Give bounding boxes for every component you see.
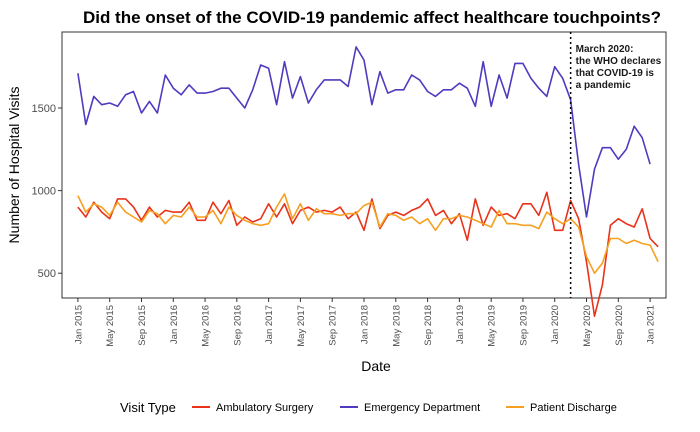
y-tick-label: 500: [38, 268, 56, 280]
x-tick-label: Jan 2020: [550, 305, 561, 344]
annotation-line: that COVID-19 is: [576, 68, 655, 79]
legend-label-patient-discharge: Patient Discharge: [530, 402, 617, 414]
series-line-ambulatory-surgery: [77, 191, 659, 318]
x-tick-label: May 2017: [296, 305, 307, 347]
x-tick-label: May 2015: [105, 305, 116, 347]
annotation-line: a pandemic: [576, 80, 631, 91]
x-axis-label: Date: [361, 358, 391, 374]
x-axis: Jan 2015 May 2015 Sep 2015 Jan 2016 May 2016…: [73, 298, 657, 347]
series-line-patient-discharge: [77, 193, 659, 275]
y-tick-label: 1500: [32, 103, 56, 115]
x-tick-label: May 2018: [391, 305, 402, 347]
x-tick-label: Jan 2016: [169, 305, 180, 344]
series-line-emergency-department: [77, 46, 651, 218]
x-tick-label: Jan 2019: [455, 305, 466, 344]
x-tick-label: Sep 2015: [137, 305, 148, 346]
legend-title: Visit Type: [120, 400, 176, 415]
annotation-line: March 2020:: [576, 44, 634, 55]
x-tick-label: Jan 2021: [646, 305, 657, 344]
series-lines: [77, 46, 659, 318]
x-tick-label: Sep 2017: [328, 305, 339, 346]
legend: Visit Type Ambulatory Surgery Emergency D…: [120, 400, 617, 415]
plot-panel: [61, 31, 667, 299]
legend-label-emergency-department: Emergency Department: [364, 402, 480, 414]
x-tick-label: Sep 2020: [614, 305, 625, 346]
legend-label-ambulatory-surgery: Ambulatory Surgery: [216, 402, 314, 414]
x-tick-label: Jan 2018: [360, 305, 371, 344]
chart-title: Did the onset of the COVID-19 pandemic a…: [83, 8, 661, 27]
x-tick-label: May 2020: [582, 305, 593, 347]
x-tick-label: May 2019: [487, 305, 498, 347]
x-tick-label: Sep 2019: [518, 305, 529, 346]
x-tick-label: May 2016: [201, 305, 212, 347]
x-tick-label: Jan 2017: [264, 305, 275, 344]
x-tick-label: Sep 2018: [423, 305, 434, 346]
x-tick-label: Jan 2015: [73, 305, 84, 344]
y-tick-label: 1000: [32, 186, 56, 198]
y-axis: 500 1000 1500: [32, 103, 62, 280]
annotation-line: the WHO declares: [576, 56, 662, 67]
x-tick-label: Sep 2016: [232, 305, 243, 346]
y-axis-label: Number of Hospital Visits: [6, 87, 22, 244]
